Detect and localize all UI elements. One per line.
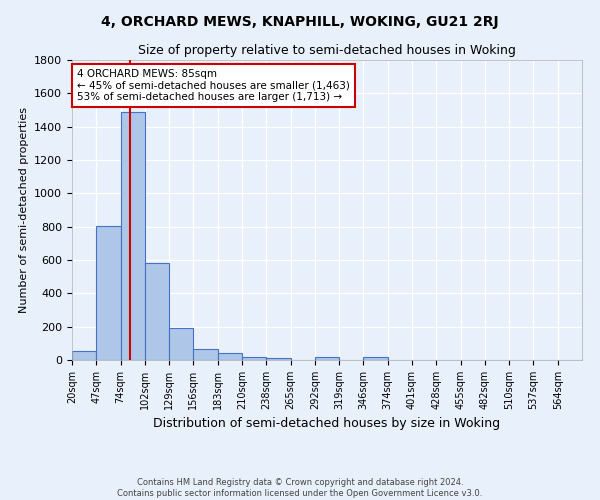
Text: 4 ORCHARD MEWS: 85sqm
← 45% of semi-detached houses are smaller (1,463)
53% of s: 4 ORCHARD MEWS: 85sqm ← 45% of semi-deta… — [77, 69, 350, 102]
Bar — [96, 226, 121, 360]
Bar — [218, 352, 242, 360]
Title: Size of property relative to semi-detached houses in Woking: Size of property relative to semi-detach… — [138, 44, 516, 58]
X-axis label: Distribution of semi-detached houses by size in Woking: Distribution of semi-detached houses by … — [154, 418, 500, 430]
Bar — [169, 328, 193, 360]
Text: Contains HM Land Registry data © Crown copyright and database right 2024.
Contai: Contains HM Land Registry data © Crown c… — [118, 478, 482, 498]
Bar — [315, 356, 339, 360]
Bar — [242, 356, 266, 360]
Bar — [72, 351, 96, 360]
Bar — [121, 112, 145, 360]
Bar — [145, 264, 169, 360]
Bar — [266, 358, 290, 360]
Bar — [364, 356, 388, 360]
Bar — [193, 349, 218, 360]
Text: 4, ORCHARD MEWS, KNAPHILL, WOKING, GU21 2RJ: 4, ORCHARD MEWS, KNAPHILL, WOKING, GU21 … — [101, 15, 499, 29]
Y-axis label: Number of semi-detached properties: Number of semi-detached properties — [19, 107, 29, 313]
